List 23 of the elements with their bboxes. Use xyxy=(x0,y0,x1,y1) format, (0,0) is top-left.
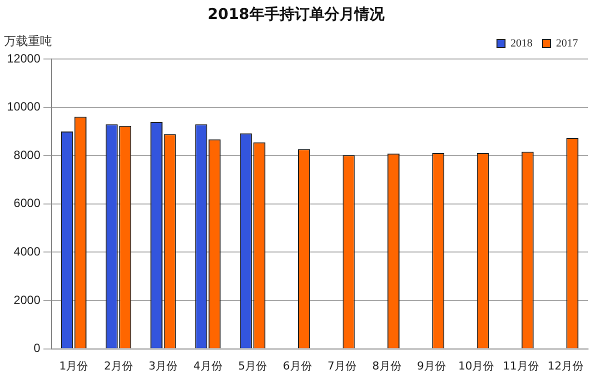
x-tick-label: 7月份 xyxy=(328,359,357,372)
x-tick-label: 6月份 xyxy=(282,359,312,372)
x-tick-label: 3月份 xyxy=(148,359,178,372)
x-tick-label: 10月份 xyxy=(458,359,494,372)
y-tick-label: 12000 xyxy=(6,51,41,66)
x-tick-label: 8月份 xyxy=(372,359,402,372)
legend-label: 2018 xyxy=(510,37,533,50)
x-tick-label: 11月份 xyxy=(502,359,539,372)
x-tick-label: 9月份 xyxy=(416,359,446,372)
x-tick-label: 12月份 xyxy=(548,359,584,372)
x-tick-label: 4月份 xyxy=(193,359,222,372)
y-tick-label: 4000 xyxy=(14,244,41,259)
y-tick-label: 10000 xyxy=(6,100,41,114)
x-tick-label: 1月份 xyxy=(59,359,88,372)
x-tick-label: 2月份 xyxy=(104,359,133,372)
y-tick-label: 6000 xyxy=(14,196,41,210)
y-tick-label: 8000 xyxy=(14,148,41,162)
y-tick-label: 0 xyxy=(34,341,41,356)
legend-label: 2017 xyxy=(556,37,578,50)
y-axis-title: 万载重吨 xyxy=(4,34,52,48)
x-tick-label: 5月份 xyxy=(238,359,268,372)
y-tick-label: 2000 xyxy=(14,292,41,307)
chart-title: 2018年手持订单分月情况 xyxy=(208,4,386,23)
